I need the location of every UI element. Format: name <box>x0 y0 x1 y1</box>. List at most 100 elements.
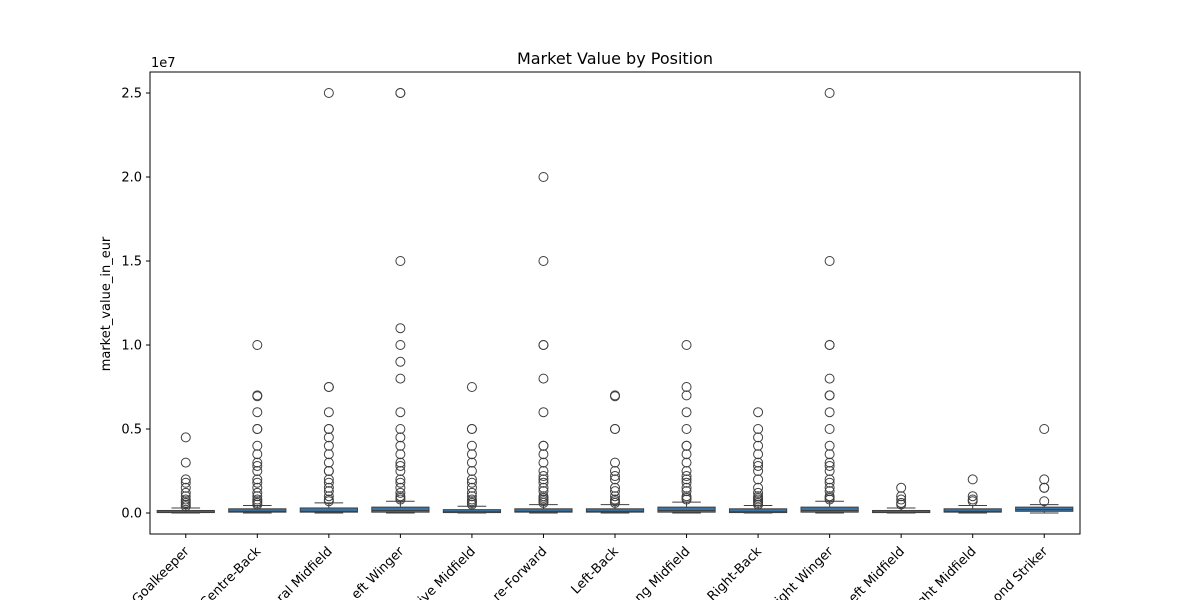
outlier-point <box>824 340 835 350</box>
outlier-point <box>538 449 549 460</box>
outlier-point <box>252 340 263 350</box>
outlier-point <box>466 477 477 488</box>
y-axis-label: market_value_in_eur <box>99 236 114 371</box>
outlier-point <box>252 390 263 401</box>
outlier-point <box>252 487 263 498</box>
outlier-point <box>395 466 406 476</box>
outlier-point <box>323 486 334 497</box>
outlier-point <box>323 457 334 468</box>
outlier-point <box>395 407 406 418</box>
x-tick-label: eft Winger <box>349 544 408 600</box>
outlier-point <box>610 466 620 476</box>
outlier-point <box>967 496 978 507</box>
x-tick-label: Right-Back <box>705 544 765 600</box>
box <box>442 509 502 514</box>
outlier-point <box>323 482 334 493</box>
outlier-point <box>252 391 263 402</box>
outlier-point <box>681 340 692 350</box>
outlier-point <box>824 486 835 497</box>
x-tick-label: ond Striker <box>990 544 1051 600</box>
outlier-point <box>466 382 477 392</box>
outlier-point <box>252 460 263 471</box>
x-tick-label: Centre-Back <box>197 544 264 600</box>
outlier-point <box>323 440 334 451</box>
outlier-point <box>824 88 835 98</box>
y-tick-label: 0.5 <box>121 423 142 438</box>
outlier-point <box>323 88 334 98</box>
outlier-point <box>824 477 835 488</box>
outlier-point <box>180 491 191 502</box>
y-tick-label: 1.5 <box>121 255 142 270</box>
outlier-point <box>681 382 692 392</box>
outlier-point <box>1039 482 1050 493</box>
outlier-point <box>610 424 620 434</box>
outlier-point <box>395 340 406 350</box>
outlier-point <box>1039 496 1050 507</box>
outlier-point <box>323 449 334 460</box>
outlier-point <box>538 457 549 468</box>
outlier-point <box>681 474 692 485</box>
plot-frame <box>149 71 1081 535</box>
outlier-point <box>824 494 835 505</box>
outlier-point <box>824 407 835 418</box>
box <box>299 507 358 513</box>
x-tick-label: ght Midfield <box>915 544 980 600</box>
outlier-point <box>753 487 764 498</box>
y-tick-label: 1.0 <box>121 339 142 354</box>
outlier-point <box>681 466 692 476</box>
box <box>585 508 645 513</box>
outlier-point <box>252 457 263 468</box>
outlier-point <box>610 482 620 493</box>
outlier-point <box>1039 474 1050 485</box>
outlier-point <box>896 499 907 510</box>
outlier-point <box>538 471 549 482</box>
outlier-point <box>753 460 764 471</box>
outlier-point <box>466 491 477 502</box>
outlier-point <box>1039 424 1050 434</box>
outlier-point <box>395 256 406 266</box>
outlier-point <box>395 323 406 334</box>
outlier-point <box>252 474 263 485</box>
outlier-point <box>681 482 692 493</box>
outlier-point <box>395 373 406 384</box>
outlier-point <box>896 494 907 505</box>
outlier-point <box>395 424 406 434</box>
outlier-point <box>824 424 835 434</box>
y-tick-label: 2.0 <box>121 171 142 186</box>
outlier-point <box>824 390 835 401</box>
outlier-point <box>180 501 191 512</box>
outlier-point <box>681 390 692 401</box>
outlier-point <box>466 466 477 476</box>
x-tick-label: ral Midfield <box>274 544 336 600</box>
outlier-point <box>538 407 549 418</box>
outlier-point <box>681 457 692 468</box>
outlier-point <box>395 449 406 460</box>
outlier-point <box>395 482 406 493</box>
outlier-point <box>466 499 477 510</box>
y-axis-scale-label: 1e7 <box>151 56 176 71</box>
outlier-point <box>180 432 191 443</box>
outlier-point <box>323 474 334 485</box>
outlier-point <box>824 449 835 460</box>
outlier-point <box>681 494 692 505</box>
outlier-point <box>538 373 549 384</box>
box <box>514 508 573 513</box>
outlier-point <box>753 449 764 460</box>
x-tick-label: ight Winger <box>773 544 837 600</box>
outlier-point <box>180 482 191 493</box>
outlier-point <box>896 482 907 493</box>
outlier-point <box>395 440 406 451</box>
outlier-point <box>180 487 191 498</box>
outlier-point <box>252 491 263 502</box>
outlier-point <box>967 491 978 502</box>
outlier-point <box>395 88 406 98</box>
outlier-point <box>753 499 764 510</box>
outlier-point <box>824 460 835 471</box>
outlier-point <box>466 424 477 434</box>
outlier-point <box>466 440 477 451</box>
outlier-point <box>466 457 477 468</box>
outlier-point <box>323 477 334 488</box>
outlier-point <box>538 340 549 350</box>
outlier-point <box>967 474 978 485</box>
x-tick-label: ive Midfield <box>415 544 478 600</box>
